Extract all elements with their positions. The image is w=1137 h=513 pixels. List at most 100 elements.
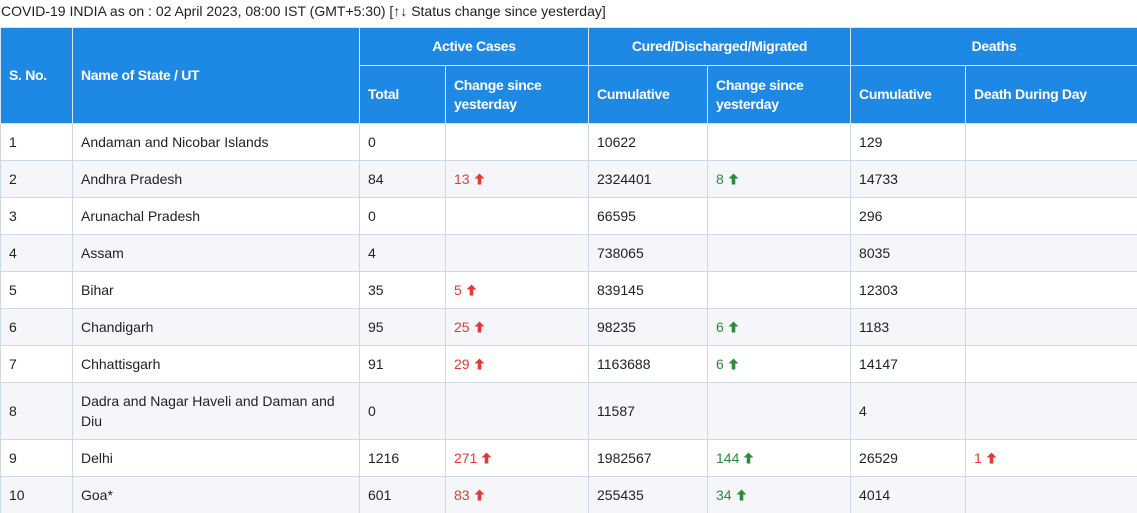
table-row: 6 Chandigarh 95 25 98235 6 1183 bbox=[0, 308, 1137, 346]
cell-deaths-day bbox=[965, 382, 1137, 440]
cell-active-total: 4 bbox=[359, 234, 446, 272]
arrow-up-icon bbox=[481, 452, 492, 464]
cell-sno: 5 bbox=[0, 271, 73, 309]
group-header-active: Active Cases bbox=[358, 27, 590, 66]
cell-deaths-cumulative: 14733 bbox=[850, 160, 967, 198]
cell-deaths-cumulative: 26529 bbox=[850, 439, 967, 477]
col-header-cured-cumulative[interactable]: Cumulative bbox=[588, 65, 709, 124]
status-caption: COVID-19 INDIA as on : 02 April 2023, 08… bbox=[1, 3, 606, 19]
arrow-up-icon bbox=[474, 489, 485, 501]
cell-deaths-cumulative: 129 bbox=[850, 123, 967, 161]
change-value: 29 bbox=[454, 356, 470, 372]
cell-deaths-cumulative: 4014 bbox=[850, 476, 967, 513]
cell-active-total: 95 bbox=[359, 308, 446, 346]
cell-active-total: 601 bbox=[359, 476, 446, 513]
change-value: 1 bbox=[974, 450, 982, 466]
cell-cured-change bbox=[707, 234, 852, 272]
cell-state: Delhi bbox=[72, 439, 360, 477]
cell-active-change: 83 bbox=[444, 476, 590, 513]
group-header-deaths: Deaths bbox=[850, 27, 1137, 66]
arrow-up-icon bbox=[474, 358, 485, 370]
cell-state: Andaman and Nicobar Islands bbox=[72, 123, 360, 161]
cell-deaths-cumulative: 4 bbox=[850, 382, 967, 440]
cell-cured-change: 144 bbox=[707, 439, 852, 477]
covid-state-table: S. No. Name of State / UT Active Cases C… bbox=[0, 27, 1137, 513]
table-row: 7 Chhattisgarh 91 29 1163688 6 14147 bbox=[0, 345, 1137, 383]
table-row: 8 Dadra and Nagar Haveli and Daman and D… bbox=[0, 382, 1137, 440]
cell-deaths-day bbox=[965, 197, 1137, 235]
col-header-active-change[interactable]: Change since yesterday bbox=[444, 65, 590, 124]
cell-cured-change: 8 bbox=[707, 160, 852, 198]
cell-deaths-cumulative: 12303 bbox=[850, 271, 967, 309]
cell-active-change bbox=[444, 123, 590, 161]
cell-deaths-day bbox=[965, 123, 1137, 161]
table-row: 1 Andaman and Nicobar Islands 0 10622 12… bbox=[0, 123, 1137, 161]
cell-deaths-day bbox=[965, 271, 1137, 309]
cell-cured-cumulative: 98235 bbox=[588, 308, 709, 346]
table-row: 5 Bihar 35 5 839145 12303 bbox=[0, 271, 1137, 309]
cell-active-change: 13 bbox=[444, 160, 590, 198]
cell-cured-change: 6 bbox=[707, 308, 852, 346]
arrow-up-icon bbox=[466, 284, 477, 296]
table-row: 4 Assam 4 738065 8035 bbox=[0, 234, 1137, 272]
arrow-up-icon bbox=[743, 452, 754, 464]
cell-sno: 2 bbox=[0, 160, 73, 198]
cell-sno: 1 bbox=[0, 123, 73, 161]
change-value: 83 bbox=[454, 487, 470, 503]
col-header-state[interactable]: Name of State / UT bbox=[72, 27, 360, 124]
cell-active-change: 5 bbox=[444, 271, 590, 309]
change-value: 5 bbox=[454, 282, 462, 298]
cell-active-total: 0 bbox=[359, 197, 446, 235]
change-value: 271 bbox=[454, 450, 478, 466]
cell-sno: 7 bbox=[0, 345, 73, 383]
change-value: 34 bbox=[716, 487, 732, 503]
cell-cured-change bbox=[707, 197, 852, 235]
cell-state: Goa* bbox=[72, 476, 360, 513]
col-header-deaths-cumulative[interactable]: Cumulative bbox=[850, 65, 967, 124]
cell-cured-cumulative: 11587 bbox=[588, 382, 709, 440]
table-row: 9 Delhi 1216 271 1982567 144 26529 1 bbox=[0, 439, 1137, 477]
change-value: 6 bbox=[716, 319, 724, 335]
cell-deaths-day bbox=[965, 308, 1137, 346]
change-value: 144 bbox=[716, 450, 740, 466]
cell-cured-cumulative: 839145 bbox=[588, 271, 709, 309]
cell-cured-cumulative: 2324401 bbox=[588, 160, 709, 198]
cell-deaths-cumulative: 14147 bbox=[850, 345, 967, 383]
cell-cured-cumulative: 1982567 bbox=[588, 439, 709, 477]
table-row: 3 Arunachal Pradesh 0 66595 296 bbox=[0, 197, 1137, 235]
col-header-active-total[interactable]: Total bbox=[359, 65, 446, 124]
col-header-cured-change[interactable]: Change since yesterday bbox=[707, 65, 852, 124]
col-header-sno[interactable]: S. No. bbox=[0, 27, 73, 124]
arrow-up-icon bbox=[474, 321, 485, 333]
cell-cured-cumulative: 1163688 bbox=[588, 345, 709, 383]
cell-state: Chandigarh bbox=[72, 308, 360, 346]
arrow-up-icon bbox=[736, 489, 747, 501]
cell-active-change: 271 bbox=[444, 439, 590, 477]
cell-deaths-day: 1 bbox=[965, 439, 1137, 477]
cell-sno: 6 bbox=[0, 308, 73, 346]
cell-sno: 3 bbox=[0, 197, 73, 235]
cell-active-total: 1216 bbox=[359, 439, 446, 477]
table-row: 10 Goa* 601 83 255435 34 4014 bbox=[0, 476, 1137, 513]
cell-active-total: 84 bbox=[359, 160, 446, 198]
group-header-cured: Cured/Discharged/Migrated bbox=[588, 27, 852, 66]
cell-deaths-cumulative: 1183 bbox=[850, 308, 967, 346]
cell-cured-cumulative: 10622 bbox=[588, 123, 709, 161]
arrow-up-icon bbox=[474, 173, 485, 185]
cell-deaths-cumulative: 296 bbox=[850, 197, 967, 235]
cell-active-change bbox=[444, 382, 590, 440]
cell-deaths-day bbox=[965, 345, 1137, 383]
change-value: 6 bbox=[716, 356, 724, 372]
change-value: 13 bbox=[454, 171, 470, 187]
cell-state: Andhra Pradesh bbox=[72, 160, 360, 198]
change-value: 25 bbox=[454, 319, 470, 335]
arrow-up-icon bbox=[728, 358, 739, 370]
cell-active-change bbox=[444, 234, 590, 272]
cell-sno: 8 bbox=[0, 382, 73, 440]
cell-state: Dadra and Nagar Haveli and Daman and Diu bbox=[72, 382, 360, 440]
cell-active-total: 91 bbox=[359, 345, 446, 383]
col-header-deaths-day[interactable]: Death During Day bbox=[965, 65, 1137, 124]
cell-state: Assam bbox=[72, 234, 360, 272]
cell-cured-cumulative: 66595 bbox=[588, 197, 709, 235]
arrow-up-icon bbox=[728, 321, 739, 333]
